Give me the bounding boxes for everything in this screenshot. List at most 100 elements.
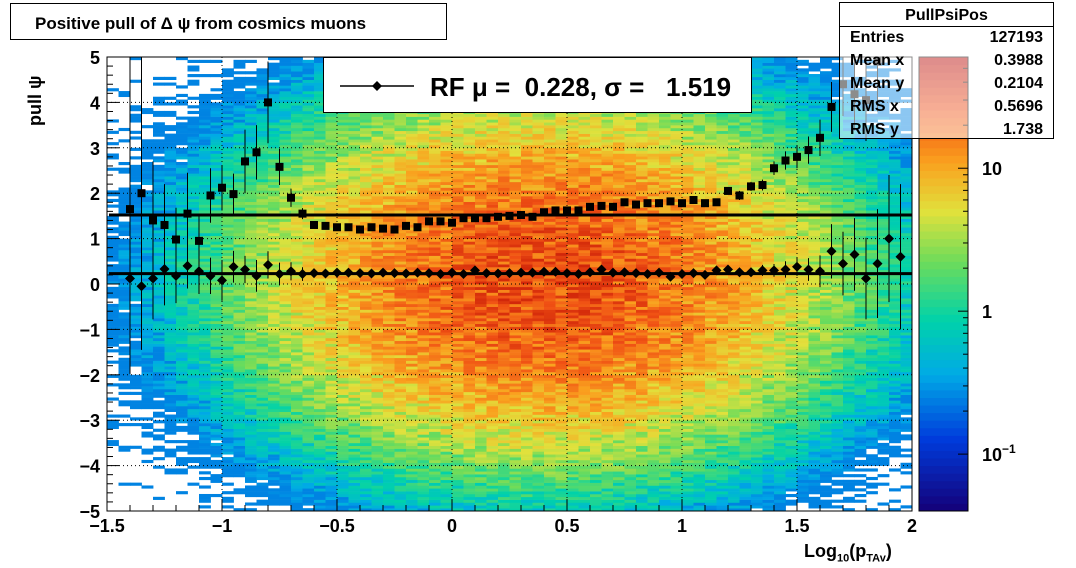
heatmap-cell xyxy=(222,235,234,239)
heatmap-cell xyxy=(291,184,303,188)
heatmap-cell xyxy=(498,349,510,353)
heatmap-cell xyxy=(222,391,234,395)
heatmap-cell xyxy=(291,79,303,83)
heatmap-cell xyxy=(394,363,407,367)
heatmap-cell xyxy=(153,133,165,137)
heatmap-cell xyxy=(406,340,418,344)
heatmap-cell xyxy=(222,411,234,415)
heatmap-cell xyxy=(118,292,131,296)
heatmap-cell xyxy=(325,244,338,248)
heatmap-cell xyxy=(360,468,372,472)
heatmap-cell xyxy=(302,292,315,296)
heatmap-cell xyxy=(371,266,384,271)
heatmap-cell xyxy=(279,318,292,322)
heatmap-cell xyxy=(394,332,407,336)
heatmap-cell xyxy=(233,184,246,188)
heatmap-cell xyxy=(475,335,487,339)
heatmap-cell xyxy=(383,244,395,248)
heatmap-cell xyxy=(233,144,246,149)
heatmap-cell xyxy=(498,312,510,316)
heatmap-cell xyxy=(348,457,361,461)
heatmap-cell xyxy=(153,238,165,242)
heatmap-cell xyxy=(463,295,476,299)
heatmap-cell xyxy=(314,105,326,109)
heatmap-cell xyxy=(291,323,303,327)
heatmap-cell xyxy=(417,150,430,154)
heatmap-cell xyxy=(440,286,453,290)
heatmap-cell xyxy=(164,380,177,384)
heatmap-cell xyxy=(141,425,154,430)
heatmap-cell xyxy=(417,440,430,444)
heatmap-cell xyxy=(199,150,211,154)
heatmap-cell xyxy=(486,261,499,265)
heatmap-cell xyxy=(348,423,361,427)
heatmap-cell xyxy=(153,357,165,361)
heatmap-cell xyxy=(279,301,292,305)
heatmap-cell xyxy=(210,371,223,376)
heatmap-cell xyxy=(337,414,349,418)
heatmap-cell xyxy=(371,249,384,254)
heatmap-cell xyxy=(302,397,315,401)
heatmap-cell xyxy=(394,474,407,478)
heatmap-cell xyxy=(164,275,177,279)
heatmap-cell xyxy=(153,391,165,395)
heatmap-cell xyxy=(233,383,246,387)
heatmap-cell xyxy=(394,278,407,282)
heatmap-cell xyxy=(371,159,384,163)
heatmap-cell xyxy=(291,156,303,160)
heatmap-cell xyxy=(256,386,269,390)
heatmap-cell xyxy=(475,196,487,200)
heatmap-cell xyxy=(325,454,338,458)
heatmap-cell xyxy=(176,139,188,143)
heatmap-cell xyxy=(383,181,395,185)
heatmap-cell xyxy=(268,249,280,254)
heatmap-cell xyxy=(279,71,292,75)
heatmap-cell xyxy=(199,247,211,251)
heatmap-cell xyxy=(452,337,464,342)
heatmap-cell xyxy=(406,303,418,307)
heatmap-cell xyxy=(406,442,418,447)
heatmap-cell xyxy=(222,119,234,123)
heatmap-cell xyxy=(233,215,246,220)
heatmap-cell xyxy=(486,275,499,279)
heatmap-cell xyxy=(245,440,257,444)
heatmap-cell xyxy=(256,71,269,75)
heatmap-cell xyxy=(475,377,487,381)
heatmap-cell xyxy=(475,482,487,486)
heatmap-cell xyxy=(463,465,476,469)
heatmap-cell xyxy=(233,110,246,115)
heatmap-cell xyxy=(256,485,269,489)
heatmap-cell xyxy=(245,139,257,143)
heatmap-cell xyxy=(371,482,384,486)
heatmap-cell xyxy=(452,204,464,208)
heatmap-cell xyxy=(486,125,499,129)
heatmap-cell xyxy=(222,102,234,106)
heatmap-cell xyxy=(360,340,372,344)
heatmap-cell xyxy=(429,139,441,143)
heatmap-cell xyxy=(233,164,246,168)
heatmap-cell xyxy=(498,269,510,273)
heatmap-cell xyxy=(187,371,200,376)
heatmap-cell xyxy=(383,380,395,384)
heatmap-cell xyxy=(463,388,476,393)
heatmap-cell xyxy=(383,298,395,302)
heatmap-cell xyxy=(486,445,499,449)
heatmap-cell xyxy=(210,108,223,112)
heatmap-cell xyxy=(452,502,464,506)
heatmap-cell xyxy=(210,144,223,149)
heatmap-cell xyxy=(141,227,154,231)
heatmap-cell xyxy=(486,298,499,302)
heatmap-cell xyxy=(302,65,315,69)
heatmap-cell xyxy=(256,380,269,384)
heatmap-cell xyxy=(475,499,487,503)
heatmap-cell xyxy=(417,386,430,390)
heatmap-cell xyxy=(222,323,234,327)
heatmap-cell xyxy=(199,374,211,378)
heatmap-cell xyxy=(452,241,464,245)
heatmap-cell xyxy=(394,196,407,200)
heatmap-cell xyxy=(348,408,361,412)
heatmap-cell xyxy=(383,437,395,441)
heatmap-cell xyxy=(256,428,269,432)
heatmap-cell xyxy=(187,312,200,316)
